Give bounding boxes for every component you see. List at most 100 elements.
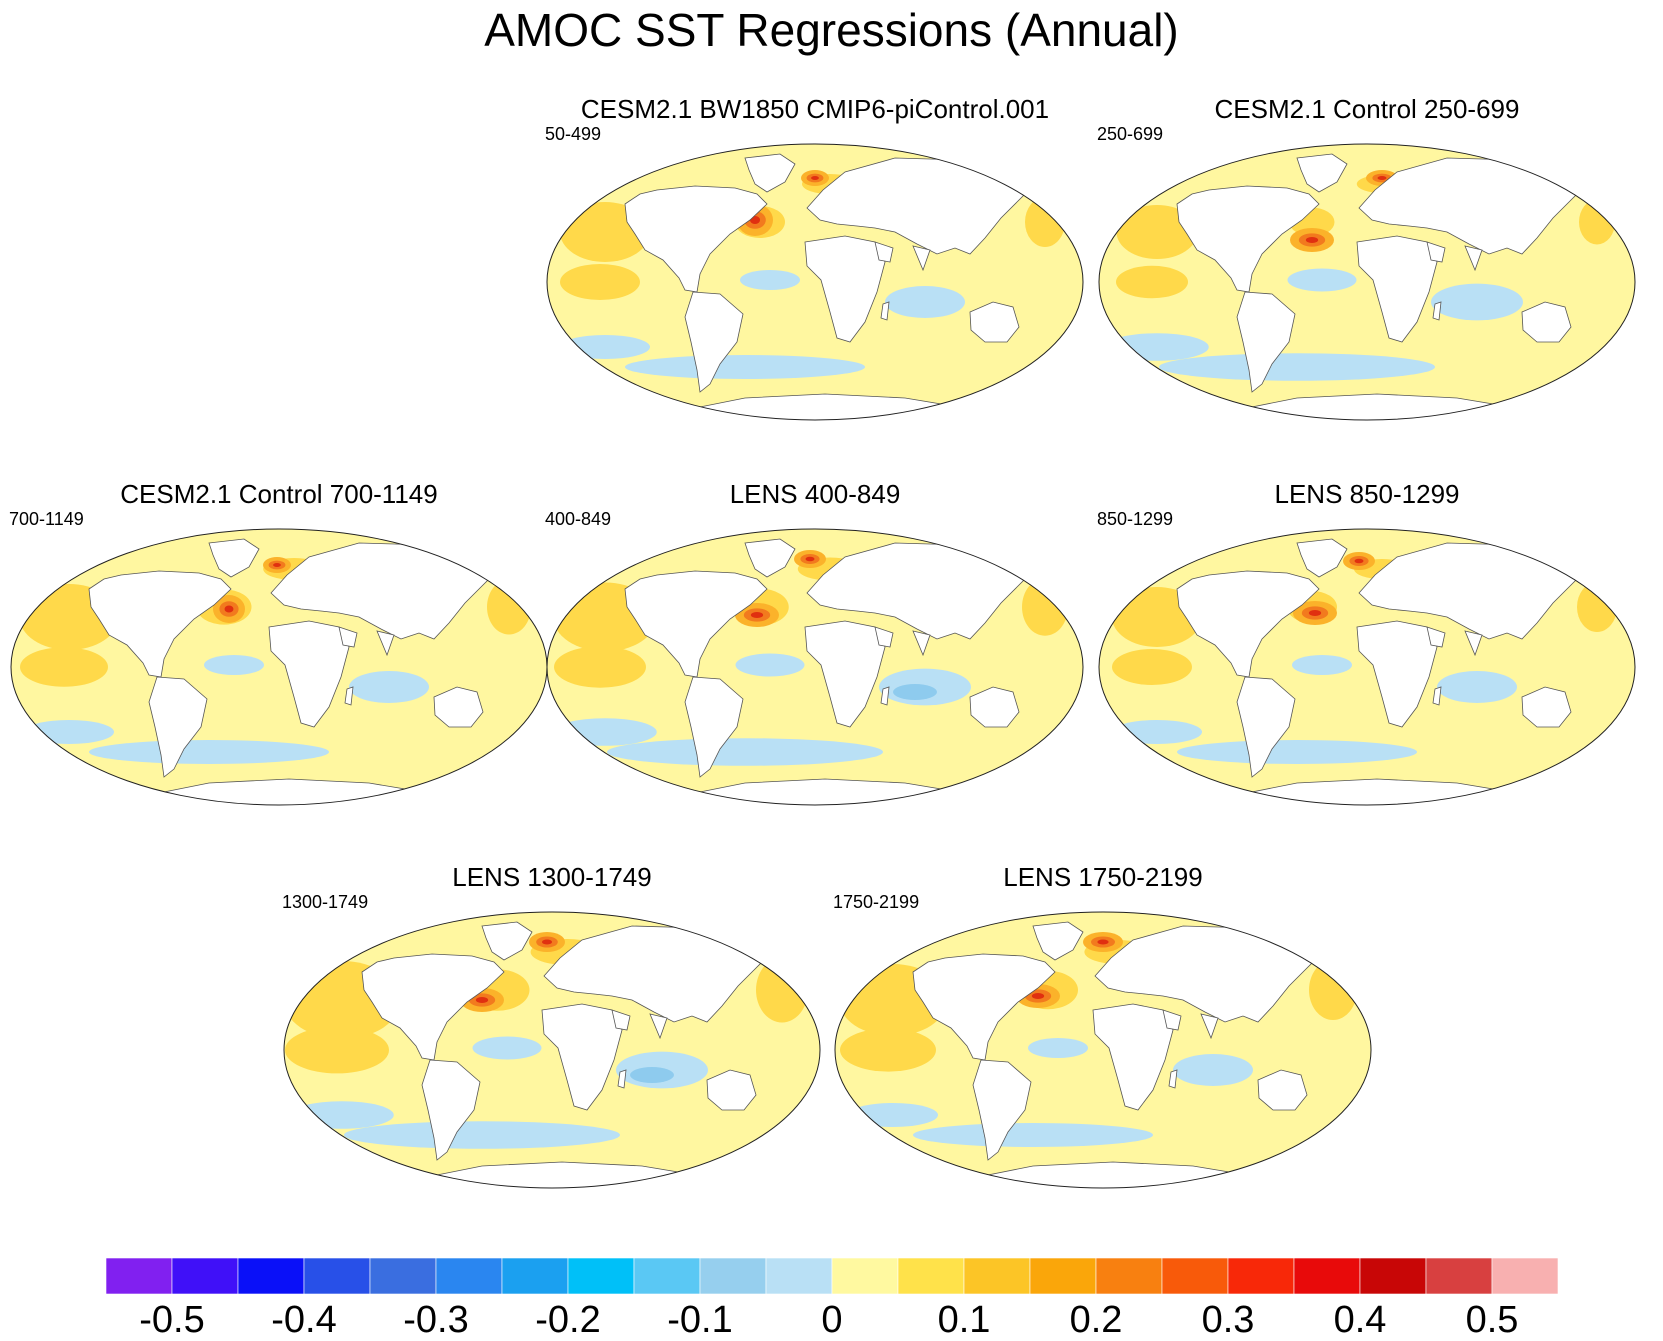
panel-years-label: 1750-2199 bbox=[833, 892, 920, 912]
cool-anomaly-region bbox=[1028, 1038, 1088, 1058]
landmass bbox=[1432, 686, 1442, 706]
cool-anomaly-region bbox=[1287, 268, 1357, 292]
landmass bbox=[617, 1069, 627, 1089]
landmass bbox=[880, 301, 890, 321]
panel-title: CESM2.1 BW1850 CMIP6-piControl.001 bbox=[580, 94, 1050, 124]
landmass bbox=[1296, 153, 1348, 193]
colorbar bbox=[106, 1258, 1558, 1294]
main-title: AMOC SST Regressions (Annual) bbox=[484, 4, 1179, 56]
landmass bbox=[1296, 538, 1348, 578]
colorbar-tick-label: -0.4 bbox=[271, 1299, 337, 1341]
cool-anomaly-region bbox=[204, 655, 264, 675]
map-panel: CESM2.1 BW1850 CMIP6-piControl.001 50-49… bbox=[545, 94, 1085, 424]
colorbar-swatch bbox=[1161, 1258, 1229, 1294]
panel-title: LENS 1300-1749 bbox=[452, 862, 652, 892]
cool-anomaly-region bbox=[349, 671, 429, 703]
colorbar-swatch bbox=[303, 1258, 371, 1294]
map-panel: CESM2.1 Control 700-1149 700-1149 bbox=[9, 479, 549, 809]
warm-anomaly-peak bbox=[273, 563, 281, 567]
colorbar-tick-label: -0.3 bbox=[403, 1299, 469, 1341]
map-panel: CESM2.1 Control 250-699 250-699 bbox=[1097, 94, 1637, 424]
warm-anomaly-region bbox=[1309, 960, 1357, 1020]
landmass bbox=[969, 301, 1020, 343]
colorbar-tick-label: -0.1 bbox=[667, 1299, 733, 1341]
landmass bbox=[1426, 241, 1446, 263]
cool-anomaly-region bbox=[735, 653, 805, 677]
warm-anomaly-region bbox=[1116, 205, 1198, 259]
landmass bbox=[1521, 686, 1572, 728]
warm-anomaly-region bbox=[1025, 197, 1065, 247]
colorbar-swatch bbox=[765, 1258, 833, 1294]
cool-anomaly-region bbox=[630, 1067, 674, 1083]
landmass bbox=[541, 1003, 623, 1111]
colorbar-swatch bbox=[369, 1258, 437, 1294]
landmass bbox=[1358, 157, 1588, 255]
landmass bbox=[344, 686, 354, 706]
world-map bbox=[834, 911, 1372, 1189]
colorbar-tick-label: 0.5 bbox=[1465, 1299, 1519, 1341]
landmass bbox=[1356, 620, 1438, 728]
colorbar-swatch bbox=[1293, 1258, 1361, 1294]
cool-anomaly-region bbox=[290, 1101, 394, 1129]
warm-anomaly-peak bbox=[541, 939, 553, 945]
landmass bbox=[912, 630, 931, 657]
colorbar-tick-label: -0.5 bbox=[139, 1299, 205, 1341]
cool-anomaly-region bbox=[893, 684, 937, 700]
map-border bbox=[834, 911, 1372, 1189]
landmass bbox=[1358, 542, 1588, 640]
landmass bbox=[874, 626, 894, 648]
warm-anomaly-region bbox=[756, 957, 808, 1023]
landmass bbox=[376, 630, 395, 657]
landmass bbox=[1168, 1069, 1178, 1089]
landmass bbox=[1464, 630, 1483, 657]
map-border bbox=[546, 143, 1084, 421]
panel-years-label: 1300-1749 bbox=[282, 892, 369, 912]
warm-anomaly-peak bbox=[1097, 939, 1109, 945]
warm-anomaly-peak bbox=[1031, 993, 1045, 999]
landmass bbox=[806, 542, 1036, 640]
colorbar-swatch bbox=[831, 1258, 899, 1294]
landmass bbox=[338, 626, 358, 648]
landmass bbox=[1092, 1003, 1174, 1111]
landmass bbox=[611, 1009, 631, 1031]
colorbar-swatch bbox=[1227, 1258, 1295, 1294]
map-border bbox=[283, 911, 821, 1189]
landmass bbox=[1521, 301, 1572, 343]
landmass bbox=[208, 538, 260, 578]
colorbar-swatch bbox=[435, 1258, 503, 1294]
landmass bbox=[433, 686, 484, 728]
cool-anomaly-region bbox=[472, 1036, 542, 1060]
world-map bbox=[1098, 528, 1636, 806]
panel-title: CESM2.1 Control 700-1149 bbox=[120, 479, 438, 509]
colorbar-swatch bbox=[1029, 1258, 1097, 1294]
colorbar-swatch bbox=[1491, 1258, 1558, 1294]
landmass bbox=[543, 925, 773, 1023]
cool-anomaly-region bbox=[89, 740, 329, 764]
panel-years-label: 700-1149 bbox=[9, 509, 84, 529]
landmass bbox=[880, 686, 890, 706]
cool-anomaly-region bbox=[740, 270, 800, 290]
landmass bbox=[421, 1059, 481, 1161]
warm-anomaly-region bbox=[1112, 649, 1192, 685]
landmass bbox=[684, 291, 744, 393]
cool-anomaly-region bbox=[344, 1121, 620, 1149]
cool-anomaly-region bbox=[560, 335, 650, 359]
landmass bbox=[804, 235, 886, 343]
warm-anomaly-region bbox=[1579, 199, 1615, 245]
landmass bbox=[684, 676, 744, 778]
colorbar-swatch bbox=[699, 1258, 767, 1294]
landmass bbox=[744, 538, 796, 578]
colorbar-swatch bbox=[237, 1258, 305, 1294]
landmass bbox=[972, 1059, 1032, 1161]
landmass bbox=[1257, 1069, 1308, 1111]
warm-anomaly-region bbox=[1116, 265, 1188, 299]
colorbar-swatch bbox=[567, 1258, 635, 1294]
landmass bbox=[1356, 235, 1438, 343]
map-border bbox=[1098, 528, 1636, 806]
landmass bbox=[1094, 925, 1324, 1023]
world-map bbox=[283, 911, 821, 1189]
cool-anomaly-region bbox=[553, 718, 657, 746]
colorbar-swatch bbox=[897, 1258, 965, 1294]
world-map bbox=[1098, 143, 1636, 421]
panel-title: CESM2.1 Control 250-699 bbox=[1214, 94, 1520, 124]
